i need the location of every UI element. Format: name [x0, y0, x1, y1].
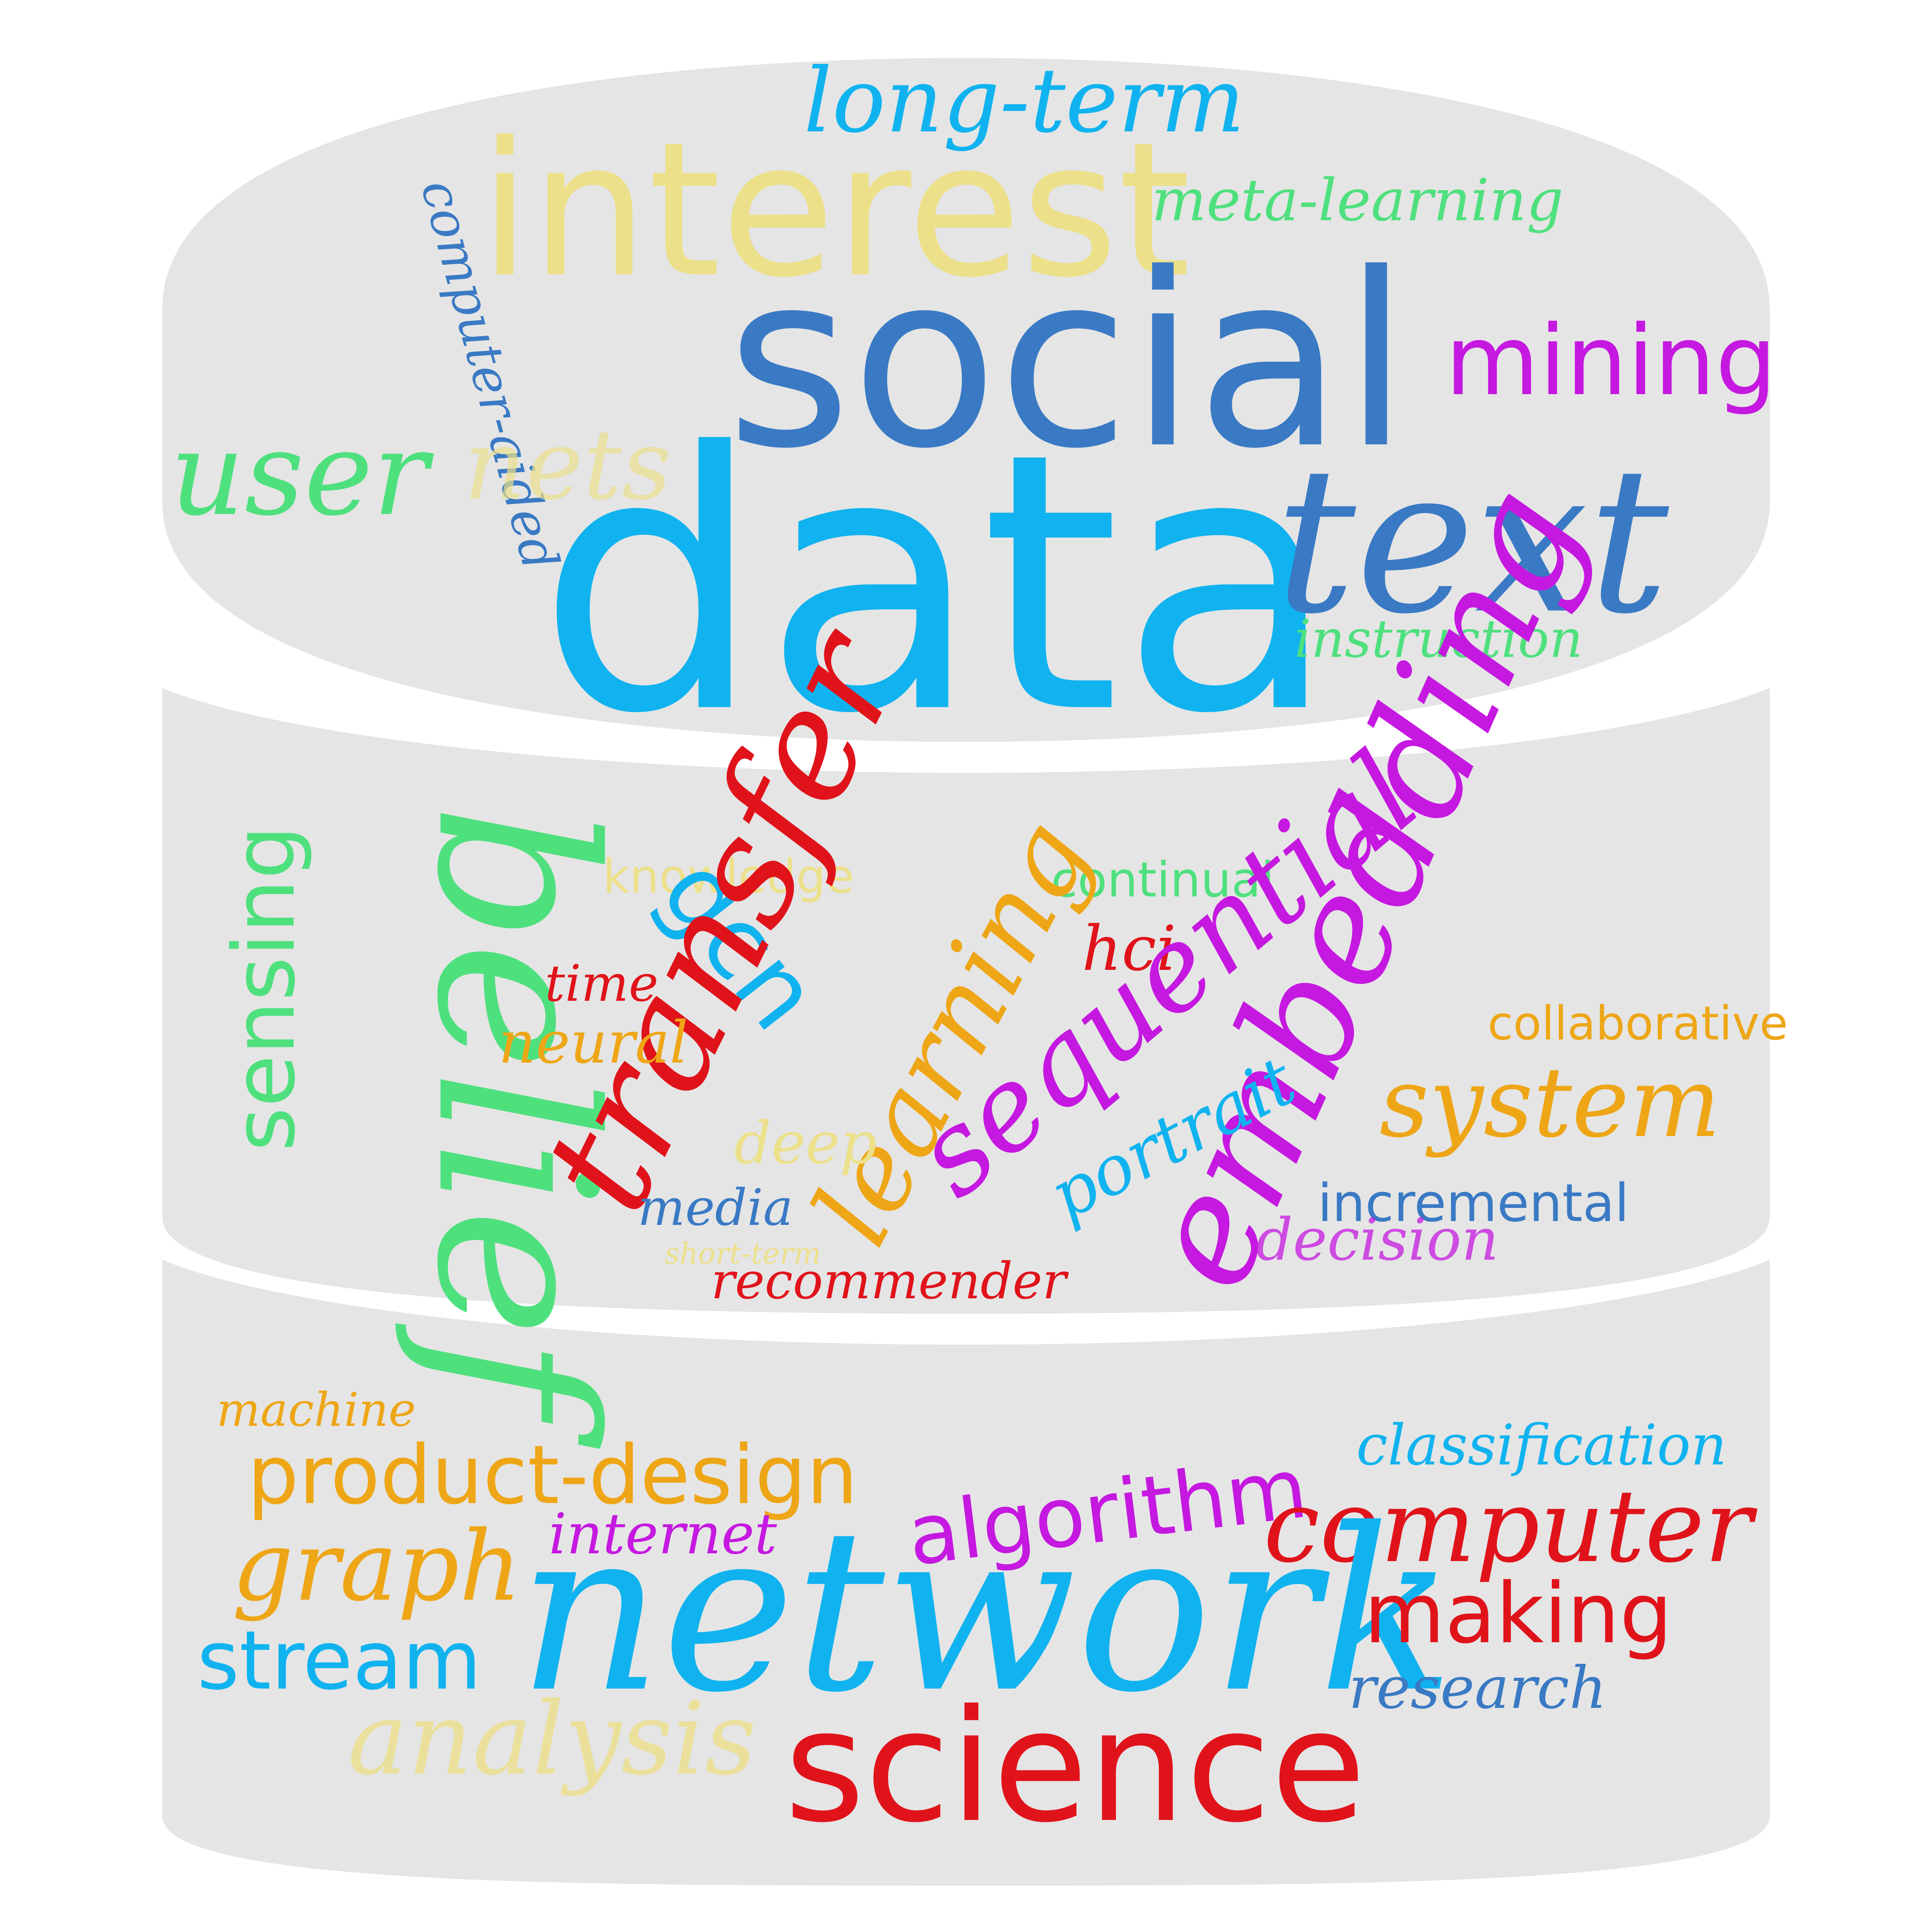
- word-media: media: [638, 1178, 793, 1237]
- word-belief: belief: [389, 804, 641, 1452]
- word-system: system: [1379, 1046, 1721, 1159]
- word-science: science: [784, 1677, 1366, 1857]
- word-neural: neural: [498, 1009, 688, 1077]
- word-interest: interest: [479, 102, 1190, 318]
- word-recommender: recommender: [711, 1252, 1069, 1310]
- word-time: time: [545, 954, 658, 1013]
- word-computer: computer: [1264, 1468, 1758, 1585]
- word-mining: mining: [1445, 304, 1777, 417]
- middle-disk: [162, 688, 1770, 1314]
- word-text: text: [1275, 424, 1670, 658]
- word-deep: deep: [734, 1110, 877, 1177]
- word-data: data: [537, 377, 1338, 791]
- word-stream: stream: [197, 1613, 481, 1708]
- top-disk-words: long-term interest meta-learning compute…: [170, 49, 1777, 791]
- word-short-term: short-term: [665, 1236, 821, 1270]
- word-instruction: instruction: [1294, 609, 1583, 669]
- word-classification: classification: [1356, 1413, 1727, 1478]
- word-graph: graph: [232, 1510, 522, 1622]
- bottom-disk: [162, 1260, 1770, 1886]
- word-meta-learning: meta-learning: [1151, 167, 1563, 234]
- word-machine: machine: [216, 1383, 416, 1437]
- word-making: making: [1364, 1565, 1672, 1662]
- database-cylinder-icon: [162, 58, 1770, 1886]
- top-disk: [162, 58, 1770, 742]
- word-network: network: [518, 1481, 1454, 1742]
- word-research: research: [1349, 1655, 1607, 1722]
- word-long-term: long-term: [804, 49, 1245, 153]
- word-incremental: incremental: [1318, 1173, 1629, 1233]
- word-user: user: [170, 406, 434, 541]
- bottom-disk-words: machine product-design classification al…: [197, 1383, 1758, 1857]
- word-continual: continual: [1051, 852, 1274, 908]
- word-collaborative: collaborative: [1488, 997, 1788, 1051]
- word-social: social: [726, 223, 1410, 501]
- word-internet: internet: [549, 1502, 777, 1567]
- word-sensing: sensing: [215, 825, 314, 1151]
- word-product-design: product-design: [247, 1428, 858, 1522]
- word-knowledge: knowledge: [603, 850, 854, 904]
- word-analysis: analysis: [348, 1681, 757, 1798]
- word-hci: hci: [1082, 912, 1176, 985]
- word-nets: nets: [464, 409, 672, 521]
- word-decision: decision: [1256, 1206, 1499, 1274]
